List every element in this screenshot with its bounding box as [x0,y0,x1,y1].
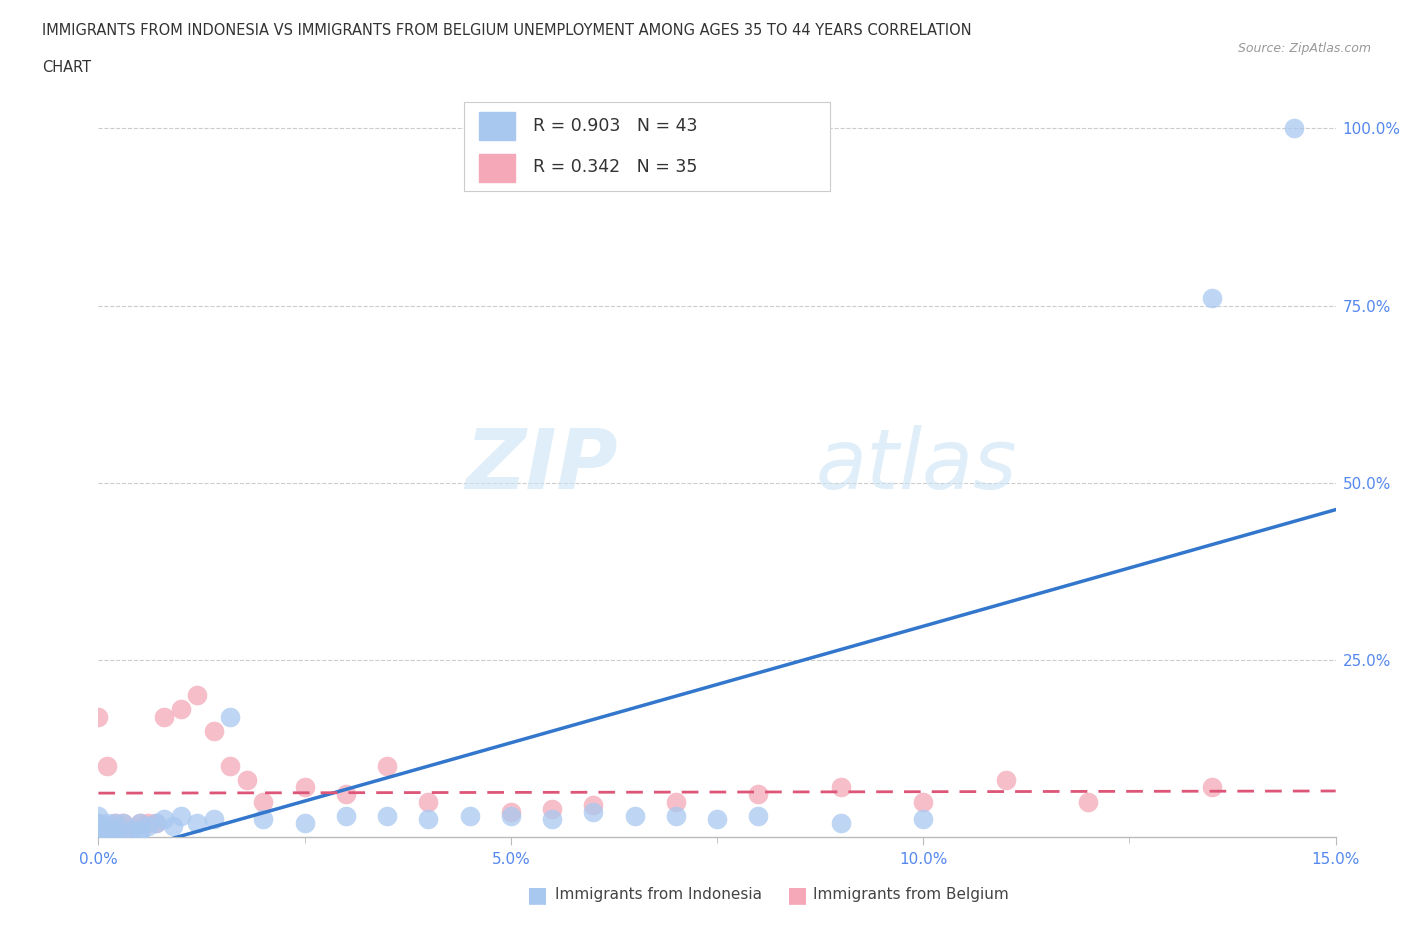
Point [582,798,605,813]
Point [1284,121,1306,136]
Point [623,808,645,823]
Point [96,816,118,830]
Point [912,794,935,809]
Point [236,773,259,788]
Point [87,822,110,837]
Point [375,808,398,823]
Point [1077,794,1099,809]
Point [335,787,357,802]
Point [96,759,118,774]
Point [1201,291,1223,306]
Point [162,819,184,834]
Point [499,804,522,819]
Point [418,812,440,827]
Point [120,822,142,837]
Point [541,812,564,827]
Point [1201,780,1223,795]
Point [128,816,150,830]
Point [170,808,193,823]
Point [87,816,110,830]
Point [830,780,852,795]
Point [747,808,769,823]
Point [335,808,357,823]
Point [665,808,688,823]
Point [87,830,110,844]
Text: R = 0.342   N = 35: R = 0.342 N = 35 [533,158,697,176]
Point [294,780,316,795]
Point [104,826,127,841]
Point [170,702,193,717]
Text: ■: ■ [787,884,808,905]
Point [128,826,150,841]
Point [706,812,728,827]
Point [418,794,440,809]
Text: atlas: atlas [815,424,1018,506]
Point [145,816,167,830]
Point [104,822,127,837]
Point [96,822,118,837]
Point [294,816,316,830]
Point [104,822,127,837]
Point [830,816,852,830]
Point [87,808,110,823]
Text: Immigrants from Indonesia: Immigrants from Indonesia [555,887,762,902]
Point [87,826,110,841]
Point [120,822,142,837]
Text: CHART: CHART [42,60,91,75]
Point [87,822,110,837]
Point [219,759,242,774]
Point [219,709,242,724]
Text: Source: ZipAtlas.com: Source: ZipAtlas.com [1237,42,1371,55]
Point [87,709,110,724]
Point [87,819,110,834]
Point [96,826,118,841]
Point [252,812,274,827]
Point [541,802,564,817]
Point [136,816,159,830]
Point [87,816,110,830]
Text: IMMIGRANTS FROM INDONESIA VS IMMIGRANTS FROM BELGIUM UNEMPLOYMENT AMONG AGES 35 : IMMIGRANTS FROM INDONESIA VS IMMIGRANTS … [42,23,972,38]
Point [112,826,135,841]
Text: ZIP: ZIP [465,424,619,506]
Bar [478,112,515,140]
Point [153,812,176,827]
Point [153,709,176,724]
Point [912,812,935,827]
Point [747,787,769,802]
Point [499,808,522,823]
Point [87,830,110,844]
Point [994,773,1017,788]
Point [186,816,208,830]
Point [96,826,118,841]
Bar [478,153,515,182]
Point [112,816,135,830]
Point [186,688,208,703]
Text: R = 0.903   N = 43: R = 0.903 N = 43 [533,117,697,135]
Point [145,816,167,830]
Point [375,759,398,774]
Point [136,819,159,834]
Point [582,804,605,819]
Point [104,816,127,830]
Point [202,812,225,827]
Point [252,794,274,809]
Point [202,724,225,738]
Point [112,816,135,830]
Point [128,822,150,837]
Point [128,816,150,830]
Text: ■: ■ [527,884,548,905]
Text: Immigrants from Belgium: Immigrants from Belgium [813,887,1008,902]
Point [112,826,135,841]
Point [458,808,481,823]
Point [104,816,127,830]
Point [665,794,688,809]
